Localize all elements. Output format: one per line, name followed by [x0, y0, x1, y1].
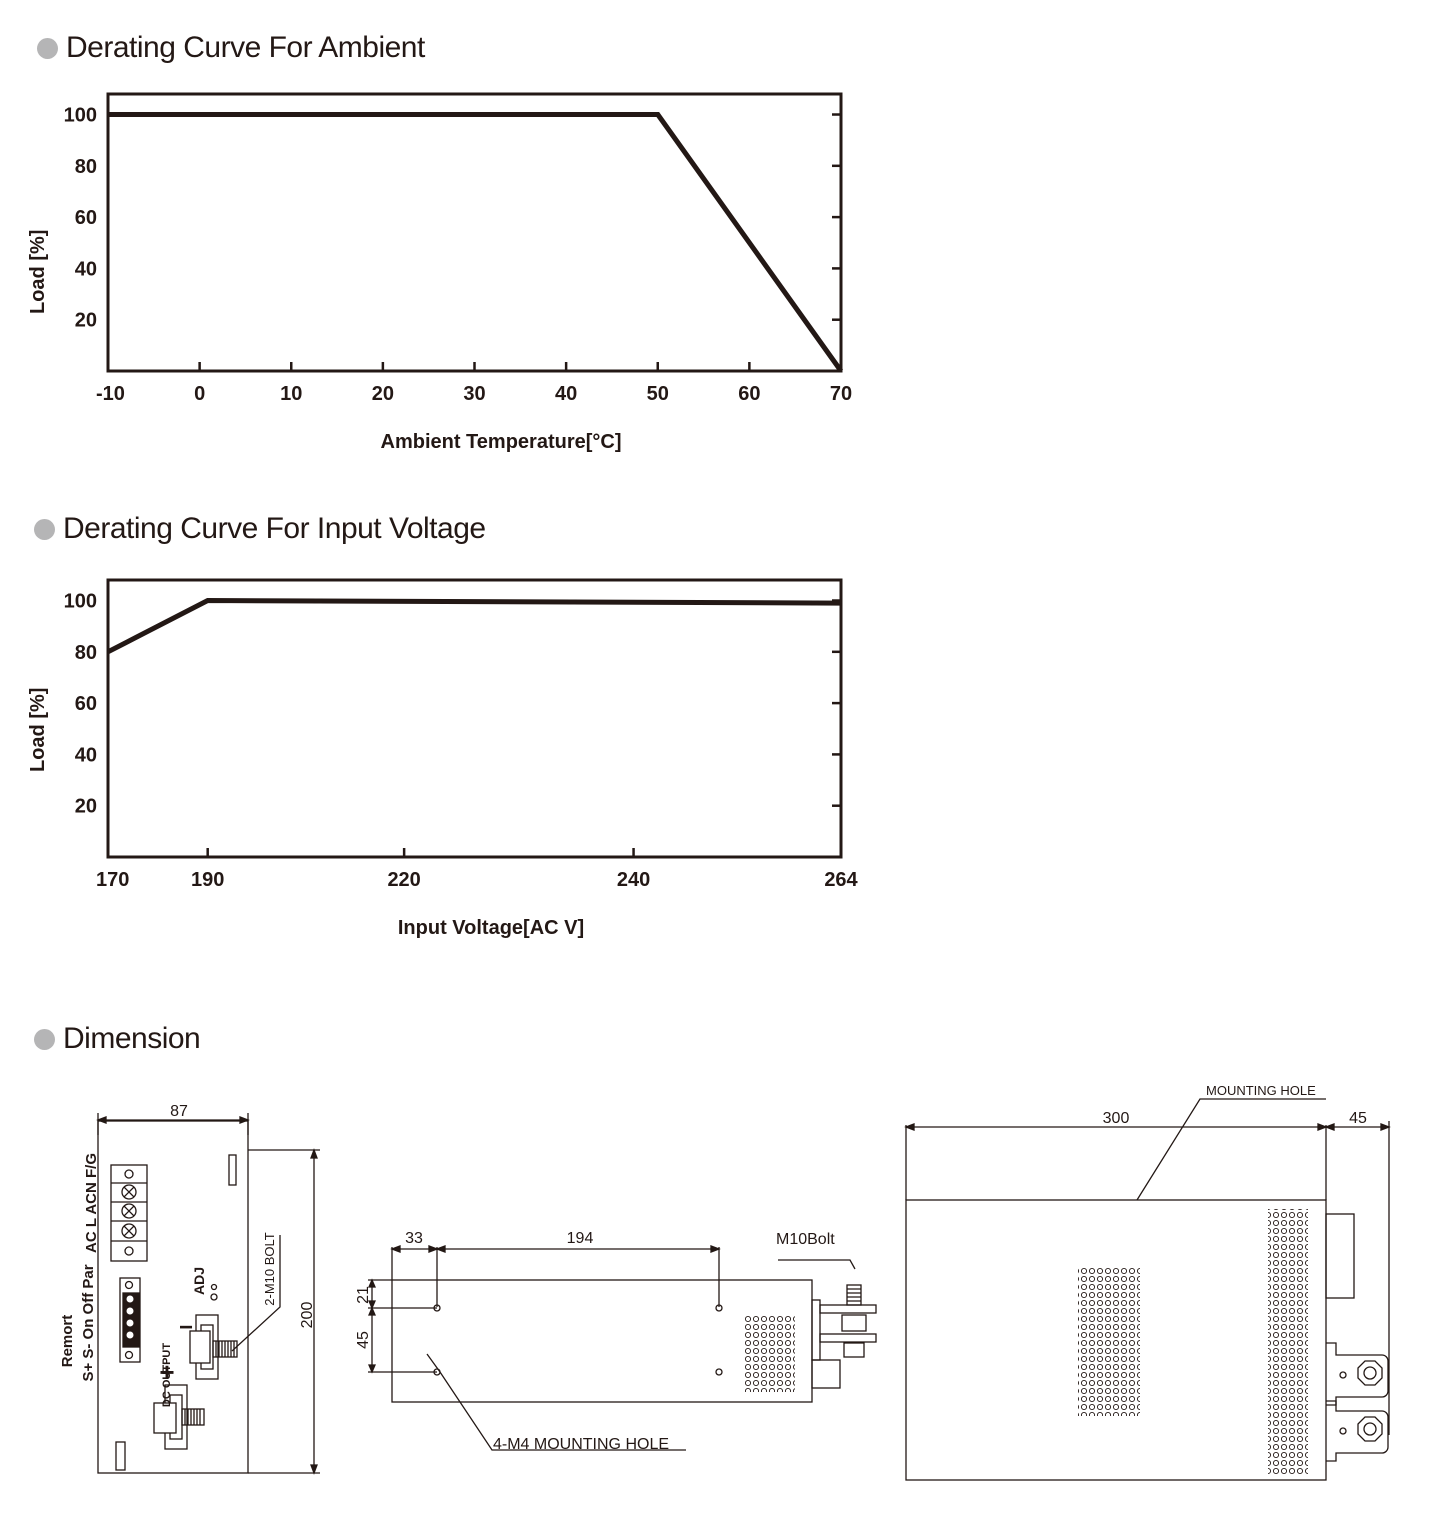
- x-tick-label: 50: [647, 383, 669, 405]
- y-tick-label: 60: [75, 693, 97, 715]
- dimension-drawing: 87 200 AC L ACN F/G Remort S+ S- On Off …: [59, 1083, 1391, 1481]
- voltage-title-text: Derating Curve For Input Voltage: [63, 512, 486, 545]
- dc-output-label: DC OUTPUT: [161, 1343, 173, 1407]
- x-tick-label: 0: [194, 383, 205, 405]
- x-tick-label: 20: [372, 383, 394, 405]
- x-tick-label: 70: [830, 383, 852, 405]
- y-axis-title: Load [%]: [27, 688, 49, 772]
- front-height-label: 200: [299, 1302, 316, 1329]
- ac-terminal-label: AC L ACN F/G: [83, 1153, 100, 1253]
- x-tick-label: 40: [555, 383, 577, 405]
- bullet-icon: [37, 37, 58, 59]
- bullet-icon: [34, 518, 55, 540]
- front-view: [96, 1113, 320, 1475]
- side-dim-d: 45: [355, 1331, 372, 1349]
- side-dim-a: 33: [405, 1230, 423, 1247]
- voltage-section-title: Derating Curve For Input Voltage: [34, 512, 486, 546]
- series-line: [108, 112, 844, 373]
- side-dim-c: 21: [355, 1286, 372, 1304]
- bullet-icon: [34, 1028, 55, 1050]
- x-tick-label: 240: [617, 869, 650, 891]
- dimension-title-text: Dimension: [63, 1022, 201, 1055]
- y-axis-title: Load [%]: [27, 230, 49, 314]
- series-line: [106, 597, 842, 655]
- x-tick-label: -10: [96, 383, 125, 405]
- x-tick-label: 10: [280, 383, 302, 405]
- voltage-derating-chart: 20 40 60 80 100 170 190 220 240 264 Load [%] Inp…: [27, 578, 859, 939]
- plot-frame: [106, 92, 843, 373]
- remote-label: Remort: [59, 1315, 76, 1368]
- x-tick-label: 60: [738, 383, 760, 405]
- vent-holes: [1268, 1209, 1308, 1475]
- x-axis-title: Ambient Temperature[°C]: [381, 431, 622, 453]
- x-axis-title: Input Voltage[AC V]: [398, 917, 584, 939]
- y-tick-label: 80: [75, 642, 97, 664]
- y-tick-label: 40: [75, 258, 97, 280]
- top-hole-label: MOUNTING HOLE: [1206, 1083, 1316, 1098]
- x-tick-label: 190: [191, 869, 224, 891]
- top-depth-label: 45: [1349, 1110, 1367, 1127]
- x-tick-label: 170: [96, 869, 129, 891]
- side-bolt-label: M10Bolt: [776, 1231, 835, 1248]
- x-tick-label: 220: [387, 869, 420, 891]
- ambient-section-title: Derating Curve For Ambient: [37, 31, 425, 65]
- x-tick-label: 264: [824, 869, 858, 891]
- vent-holes: [745, 1316, 795, 1392]
- y-tick-label: 60: [75, 207, 97, 229]
- y-tick-label: 100: [64, 591, 97, 613]
- remote-pins-label: S+ S- On Off Par: [80, 1264, 97, 1381]
- y-tick-label: 20: [75, 796, 97, 818]
- plot-frame: [106, 578, 843, 859]
- side-view: [368, 1245, 877, 1451]
- front-width-label: 87: [170, 1103, 188, 1120]
- minus-label: −: [179, 1314, 193, 1341]
- y-tick-label: 100: [64, 105, 97, 127]
- y-tick-label: 20: [75, 310, 97, 332]
- top-length-label: 300: [1103, 1110, 1130, 1127]
- y-tick-label: 40: [75, 744, 97, 766]
- front-bolt-label: 2-M10 BOLT: [262, 1232, 277, 1306]
- x-tick-label: 30: [463, 383, 485, 405]
- top-view: [904, 1098, 1391, 1481]
- side-hole-label: 4-M4 MOUNTING HOLE: [493, 1436, 669, 1453]
- dimension-section-title: Dimension: [34, 1022, 201, 1056]
- ambient-title-text: Derating Curve For Ambient: [66, 31, 425, 64]
- plus-label: +: [159, 1357, 174, 1387]
- side-dim-b: 194: [567, 1230, 594, 1247]
- y-tick-label: 80: [75, 156, 97, 178]
- vent-holes: [1078, 1268, 1140, 1416]
- adj-label: ADJ: [191, 1267, 207, 1295]
